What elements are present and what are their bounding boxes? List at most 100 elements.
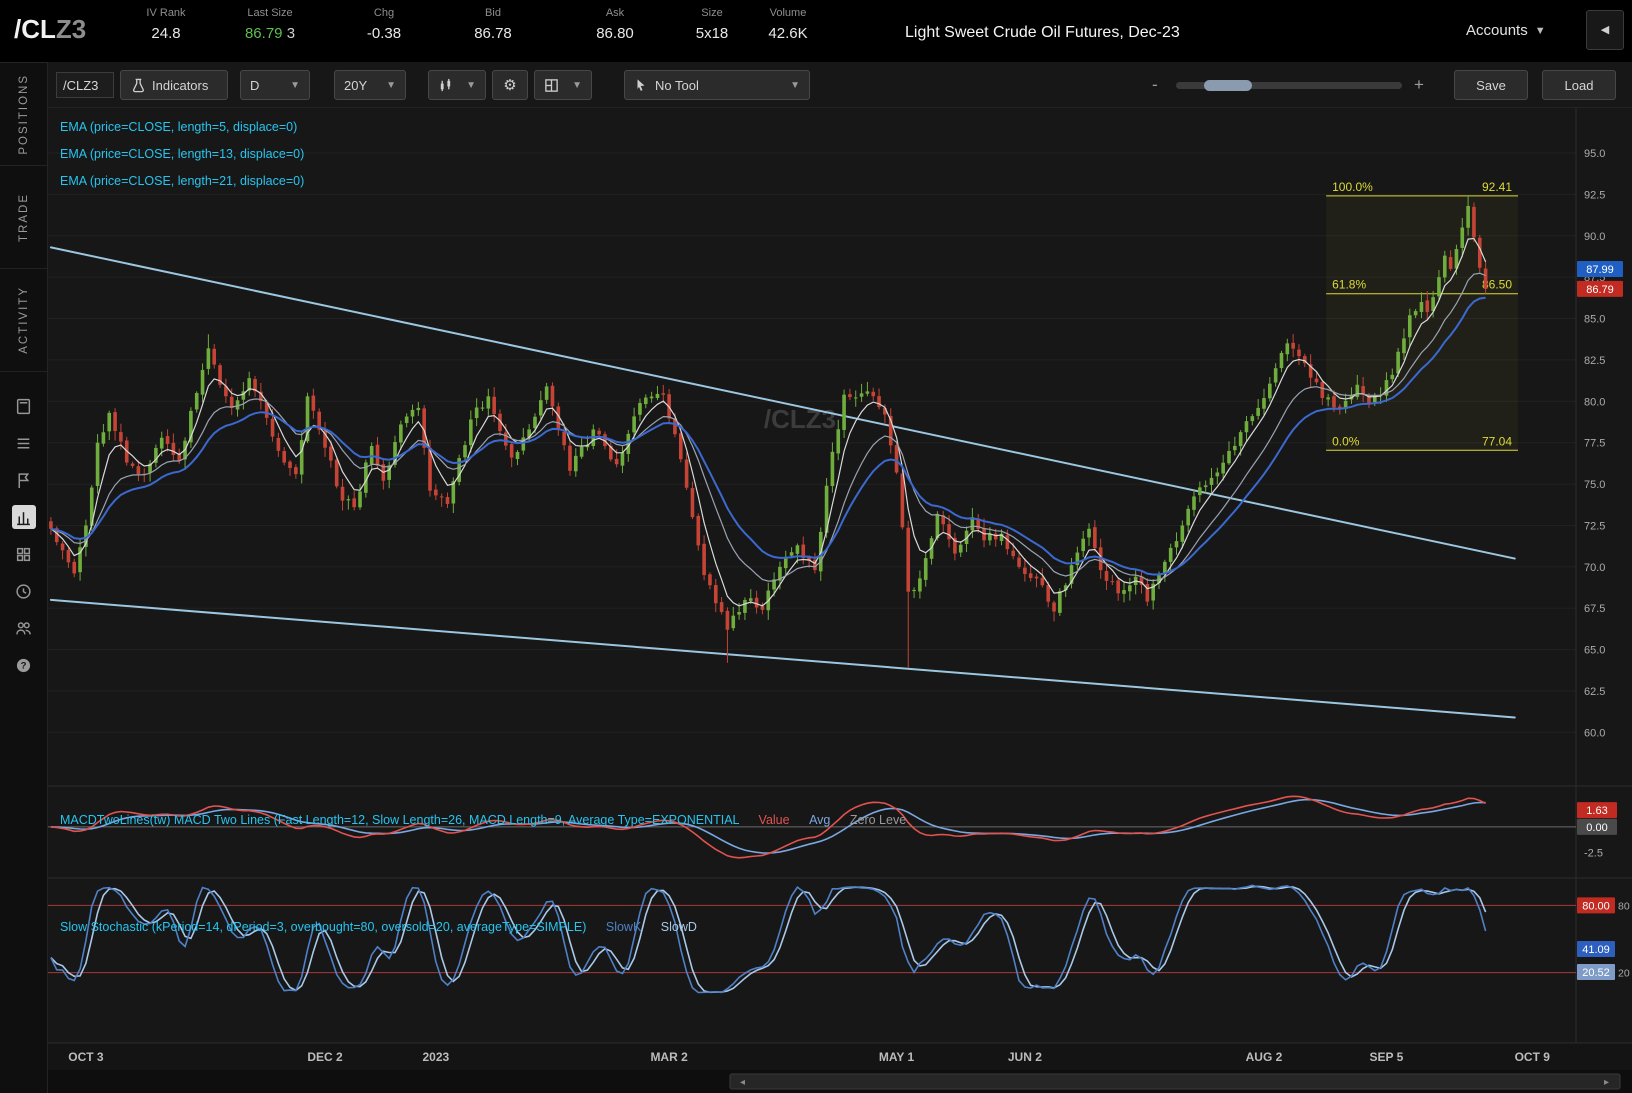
candle-style-icon [440,78,451,91]
chart-settings-button[interactable]: ⚙ [492,70,528,100]
flag-icon [18,472,30,488]
drawing-tool-dropdown[interactable]: No Tool ▼ [624,70,810,100]
macd-axis-bubble [1577,802,1617,819]
svg-text:80.00: 80.00 [1582,900,1610,912]
ema-label-13[interactable]: EMA (price=CLOSE, length=13, displace=0) [60,147,305,161]
sidebar-item-watchlist[interactable] [12,431,36,455]
sidebar-item-history[interactable] [12,579,36,603]
collapse-panel-button[interactable]: ◀ [1586,10,1624,50]
macd-study-label[interactable]: MACDTwoLines(tw) MACD Two Lines (Fast Le… [60,813,907,827]
sidebar-tab-trade[interactable]: TRADE [0,166,47,269]
svg-text:80: 80 [1618,900,1630,912]
ema-label-5[interactable]: EMA (price=CLOSE, length=5, displace=0) [60,120,298,134]
chart-watermark: /CLZ3 [764,404,836,434]
people-icon [16,621,31,634]
accounts-menu[interactable]: Accounts ▼ [1466,22,1546,39]
svg-text:0.0%: 0.0% [1332,434,1360,448]
chevron-down-icon: ▼ [1534,24,1546,37]
chart-symbol-input[interactable] [56,72,114,98]
chevron-down-icon: ▼ [790,79,800,91]
last-size-value: 3 [286,25,296,42]
quote-fields: IV Rank 24.8 Last Size 86.79 3 Chg -0.38… [128,7,828,42]
stochastic-study-label[interactable]: Slow Stochastic (kPeriod=14, dPeriod=3, … [60,920,697,934]
svg-text:20: 20 [1618,968,1630,980]
save-button[interactable]: Save [1454,70,1528,100]
svg-text:MAR 2: MAR 2 [650,1050,688,1064]
sidebar-item-alerts[interactable] [12,468,36,492]
scroll-left-icon: ◂ [740,1077,745,1088]
time-axis[interactable]: OCT 3 DEC 2 2023 MAR 2 MAY 1 JUN 2 AUG 2 SEP 5 O… [68,1050,1550,1064]
sidebar-tab-activity[interactable]: ACTIVITY [0,269,47,372]
change-value: -0.38 [366,25,402,42]
svg-text:80.0: 80.0 [1584,396,1605,408]
sidebar-tab-positions[interactable]: POSITIONS [0,63,47,166]
svg-text:62.5: 62.5 [1584,686,1605,698]
ema-5-line [50,237,1487,607]
gear-icon: ⚙ [503,77,517,94]
stoch-slowd-line [50,885,1487,994]
macd-value-line [50,795,1486,859]
zoom-slider-thumb[interactable] [1204,80,1252,91]
ema-label-21[interactable]: EMA (price=CLOSE, length=21, displace=0) [60,174,305,188]
zoom-in-button[interactable]: + [1414,75,1424,94]
chart-style-dropdown[interactable]: ▼ [428,70,486,100]
layout-grid-icon [545,78,558,92]
quote-field-iv-rank: IV Rank 24.8 [128,7,204,42]
sidebar-item-community[interactable] [12,616,36,640]
time-scrollbar-thumb[interactable] [729,1073,1621,1090]
macd-legend-value: Value [758,813,790,827]
sidebar-item-help[interactable]: ? [12,653,36,677]
stoch-legend-slowk: SlowK [605,920,642,934]
range-dropdown[interactable]: 20Y ▼ [334,70,406,100]
svg-text:77.5: 77.5 [1584,438,1605,450]
svg-text:90.0: 90.0 [1584,231,1605,243]
stoch-axis-bubble [1577,964,1615,981]
calculator-icon [16,398,31,414]
chevron-down-icon: ▼ [386,79,396,91]
flask-icon [132,78,144,92]
svg-text:0.00: 0.00 [1586,822,1607,834]
quote-field-ask: Ask 86.80 [554,7,676,42]
help-icon: ? [16,658,31,672]
load-button[interactable]: Load [1542,70,1616,100]
bid-value: 86.78 [474,25,512,42]
svg-text:87.99: 87.99 [1586,264,1614,276]
indicators-button[interactable]: Indicators [120,70,228,100]
price-axis-bubble [1577,261,1623,278]
macd-legend-zero: Zero Leve [849,813,907,827]
symbol-suffix: Z3 [55,14,87,44]
zoom-slider[interactable] [1176,80,1402,91]
sidebar-item-calculator[interactable] [12,394,36,418]
macd-legend-avg: Avg [809,813,831,827]
left-sidebar: POSITIONS TRADE ACTIVITY [0,62,48,1093]
stoch-axis-bubble [1577,940,1615,957]
stoch-axis-bubble [1577,897,1615,914]
zoom-out-button[interactable]: - [1152,75,1158,94]
svg-text:MAY 1: MAY 1 [879,1050,915,1064]
cursor-icon [637,79,645,91]
svg-text:75.0: 75.0 [1584,479,1605,491]
svg-text:65.0: 65.0 [1584,645,1605,657]
svg-text:67.5: 67.5 [1584,603,1605,615]
chevron-left-icon: ◀ [1600,24,1610,36]
svg-text:72.5: 72.5 [1584,520,1605,532]
price-chart-canvas[interactable]: /CLZ3 100.0% 92.41 61.8% 86.50 0.0% 77.04 95.0 9… [48,108,1632,1093]
quote-field-size: Size 5x18 [676,7,748,42]
svg-text:JUN 2: JUN 2 [1008,1050,1042,1064]
svg-text:77.04: 77.04 [1482,434,1512,448]
svg-text:100.0%: 100.0% [1332,180,1373,194]
trendline [49,246,1516,560]
clock-icon [16,583,31,599]
svg-text:DEC 2: DEC 2 [307,1050,343,1064]
aggregation-dropdown[interactable]: D ▼ [240,70,310,100]
quote-field-volume: Volume 42.6K [748,7,828,42]
ema-study-labels: EMA (price=CLOSE, length=5, displace=0) … [60,114,304,195]
sidebar-item-grid[interactable] [12,542,36,566]
grid-icon [16,547,31,561]
chart-panel: Indicators D▼ 20Y▼ ▼ ⚙ [48,62,1632,1093]
symbol-ticker[interactable]: /CLZ3 [14,14,86,45]
layout-grid-dropdown[interactable]: ▼ [534,70,592,100]
svg-text:82.5: 82.5 [1584,355,1605,367]
list-icon [17,438,30,448]
sidebar-item-charts[interactable] [11,505,36,529]
